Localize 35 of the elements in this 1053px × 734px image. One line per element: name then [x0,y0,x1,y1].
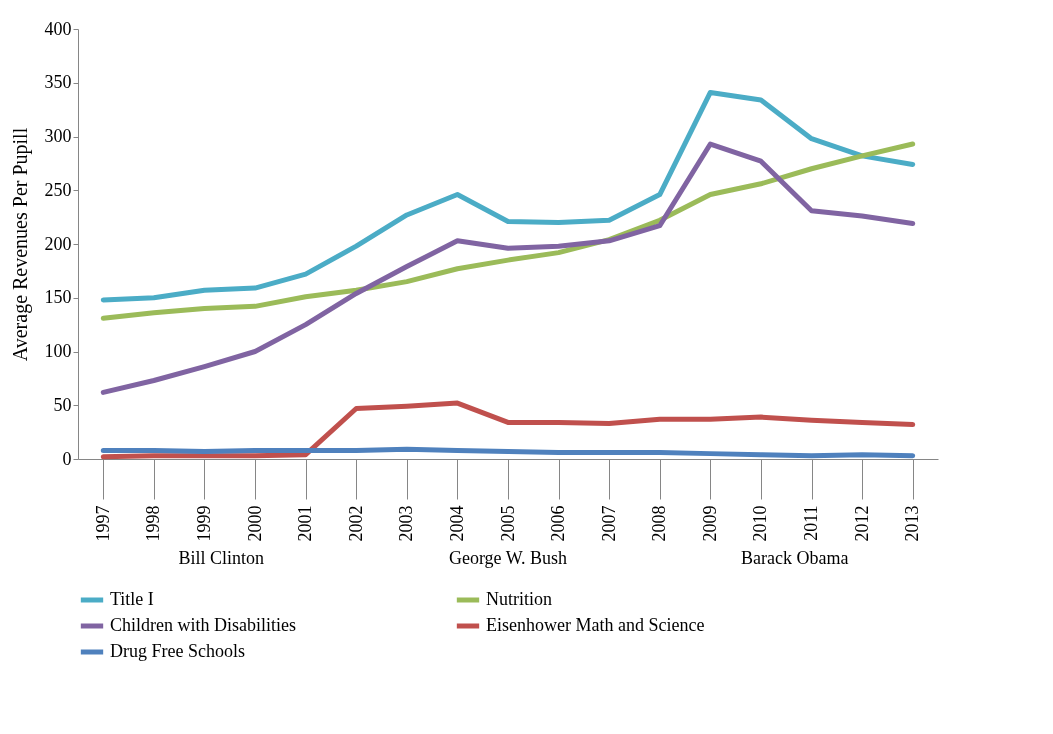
y-axis-title: Average Revenues Per Pupill [8,127,32,362]
text: Barack Obama [740,548,849,568]
x-tick-label: 2007 [598,505,619,542]
x-tick-label: 2008 [649,505,670,542]
x-tick-label: 2006 [548,505,569,542]
x-tick-label: 1998 [143,505,164,542]
x-tick-label: 2004 [446,505,467,542]
x-tick-label: 2001 [295,505,316,542]
legend-label: Drug Free Schools [110,641,245,661]
x-tick-label: 2012 [851,505,872,542]
legend-label: Nutrition [486,589,552,609]
x-tick-label: 2010 [750,505,771,542]
x-tick-label: 1997 [92,505,113,542]
legend-label: Eisenhower Math and Science [486,615,705,635]
x-tick-label: 2009 [699,505,720,542]
y-tick-label: 300 [44,126,72,146]
y-tick-label: 350 [44,72,72,93]
x-tick-label: 2003 [396,505,417,542]
x-tick-label: 2002 [345,505,366,542]
x-tick-label: 2005 [497,505,518,542]
y-tick-label: 200 [44,233,72,254]
legend-label: Title I [110,589,154,609]
x-tick-label: 2013 [902,505,923,542]
y-tick-label: 400 [44,18,72,39]
x-tick-label: 2000 [244,505,265,542]
text: Bill Clinton [178,548,265,568]
y-tick-label: 250 [44,179,72,200]
x-tick-label: 1999 [193,505,214,542]
x-tick-label: 2011 [801,505,822,541]
text: George W. Bush [448,548,568,568]
y-tick-label: 150 [44,287,72,308]
y-tick-label: 100 [44,341,72,361]
legend-label: Children with Disabilities [110,615,296,635]
y-tick-label: 50 [53,394,72,415]
y-tick-label: 0 [62,448,72,469]
